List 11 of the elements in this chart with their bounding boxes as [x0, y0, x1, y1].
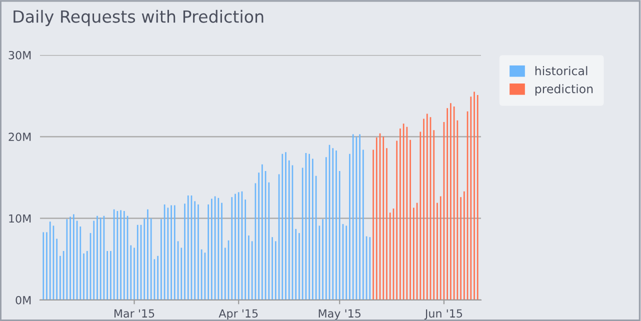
chart-title: Daily Requests with Prediction: [14, 10, 264, 26]
y-tick-label: 10M: [9, 214, 31, 223]
x-tick-label: May '15: [318, 309, 360, 320]
legend-label: historical: [535, 66, 588, 76]
x-tick-label: Jun '15: [424, 309, 462, 320]
legend-label: prediction: [535, 84, 593, 96]
y-tick-label: 30M: [8, 50, 31, 60]
y-tick-label: 0M: [16, 296, 31, 304]
x-tick-label: Apr '15: [218, 309, 258, 320]
y-tick-label: 20M: [8, 132, 31, 142]
x-tick-label: Mar '15: [114, 309, 154, 318]
